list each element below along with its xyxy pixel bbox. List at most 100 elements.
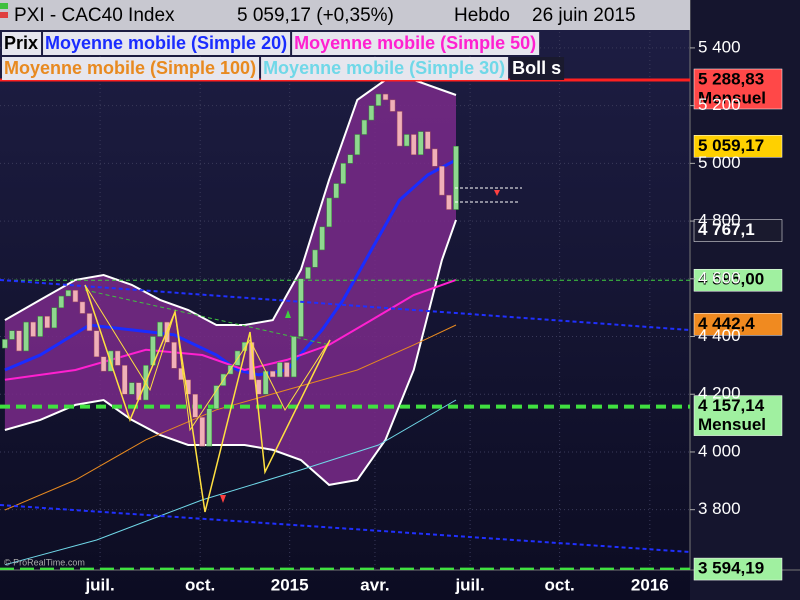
candle [37,316,43,337]
candle [284,362,290,378]
header-price: 5 059,17 (+0,35%) [237,5,394,26]
candle [432,148,438,167]
candle [171,342,177,369]
price-tag [693,395,783,436]
legend-entry: Moyenne mobile (Simple 100) [4,58,256,78]
candle [129,382,135,395]
candle [23,321,29,352]
x-tick-label: juil. [84,575,114,594]
x-tick-label: oct. [185,575,215,594]
candle [100,356,107,372]
legend-entry: Moyenne mobile (Simple 20) [45,33,287,53]
price-tag-label: 5 059,17 [698,136,764,155]
x-tick-label: juil. [454,575,484,594]
candle [157,321,163,337]
candle [213,385,220,409]
y-tick-label: 4 600 [698,268,741,287]
candle [326,197,332,228]
candle [2,339,8,349]
y-tick-label: 4 200 [698,384,741,403]
candle [86,313,93,331]
candle [319,226,325,251]
candle [312,249,318,268]
price-tag [693,219,783,242]
candle [30,321,36,337]
price-tag-sub: Mensuel [698,88,766,107]
candle [298,278,304,337]
candle [51,307,58,329]
legend-box [2,32,42,55]
candle [44,316,50,329]
legend-entry: Prix [4,33,38,53]
header-bar [0,0,690,30]
y-tick-label: 5 000 [698,153,741,172]
candle [72,290,79,303]
price-tag [693,557,783,581]
price-tag-label: 4 767,1 [698,220,755,239]
candle [333,183,339,199]
moving-average [4,399,457,566]
candle [270,370,276,378]
bollinger-lower [4,219,457,486]
legend-box [261,57,509,80]
candle [361,119,368,135]
price-tag [693,268,783,292]
candle [93,330,100,357]
candle [79,301,86,314]
candle [291,336,297,378]
candle [425,131,431,150]
price-tag-label: 4 595,00 [698,270,764,289]
icon [0,3,8,9]
header-period: Hebdo [454,5,510,26]
y-tick-label: 5 200 [698,95,741,114]
candle [375,93,382,106]
candle [439,165,445,196]
candle [410,134,417,155]
candle [58,295,65,308]
y-tick-label: 5 400 [698,37,741,56]
x-tick-label: 2015 [271,575,309,594]
icon [0,12,8,18]
legend-box [2,57,260,80]
trendlines [0,187,690,553]
candle [305,267,311,280]
price-tag [693,313,783,336]
candle [121,365,128,395]
price-tag-label: 5 288,83 [698,69,764,88]
x-tick-label: avr. [360,575,389,594]
price-tag-sub: Mensuel [698,415,766,434]
price-tag-label: 3 594,19 [698,559,764,578]
y-tick-label: 3 800 [698,499,741,518]
legend-entry: Moyenne mobile (Simple 50) [294,33,536,53]
candle [347,154,354,164]
legend-box [292,32,540,55]
candle [368,105,375,121]
legend-entry: Boll s [512,58,561,78]
header-date: 26 juin 2015 [532,5,636,26]
candle [277,362,283,378]
legend-box [510,57,565,80]
candle [396,111,403,147]
candle [418,131,424,155]
candle [453,146,459,210]
candle [446,194,452,210]
candle [199,417,206,447]
candle [389,99,396,112]
candle [382,93,389,101]
x-tick-label: oct. [544,575,574,594]
price-tag [693,68,783,110]
y-tick-label: 4 800 [698,211,741,230]
candle [16,330,22,352]
moving-average [4,158,457,377]
candle [9,330,15,340]
legend-entry: Moyenne mobile (Simple 30) [263,58,505,78]
candle [340,163,346,184]
y-tick-label: 4 000 [698,441,741,460]
price-tag-label: 4 442,4 [698,314,755,333]
moving-average [4,324,457,511]
watermark: © ProRealTime.com [4,557,85,567]
price-tag-label: 4 157,14 [698,396,765,415]
chart-title: PXI - CAC40 Index [14,5,175,26]
candle [65,290,72,297]
